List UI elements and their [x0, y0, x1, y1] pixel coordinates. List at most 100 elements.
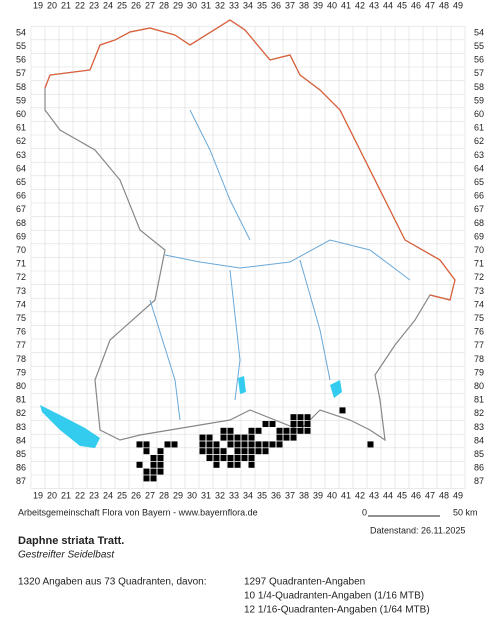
column-label: 28 [159, 490, 169, 500]
occurrence-square [206, 441, 213, 448]
row-label: 87 [16, 476, 26, 486]
occurrence-square [150, 461, 157, 468]
occurrence-square [262, 441, 269, 448]
grid-labels: 19 19 20 20 21 21 22 22 23 23 24 24 25 25 26 26 27 27 28 28… [16, 0, 484, 500]
occurrence-square [150, 468, 157, 475]
occurrences [136, 407, 374, 482]
row-label: 80 [474, 381, 484, 391]
occurrence-square [276, 441, 283, 448]
occurrence-square [269, 441, 276, 448]
occurrence-square [297, 414, 304, 421]
row-label: 59 [16, 95, 26, 105]
row-label: 76 [474, 327, 484, 337]
row-label: 86 [474, 463, 484, 473]
occurrence-square [241, 448, 248, 455]
grid [30, 25, 466, 489]
row-label: 75 [16, 313, 26, 323]
row-label: 66 [16, 191, 26, 201]
row-label: 54 [16, 27, 26, 37]
occurrence-square [241, 441, 248, 448]
row-label: 83 [16, 422, 26, 432]
occurrence-square [276, 427, 283, 434]
row-label: 70 [474, 245, 484, 255]
column-label: 45 [397, 0, 407, 10]
row-label: 73 [16, 286, 26, 296]
species-common: Gestreifter Seidelbast [18, 550, 115, 561]
row-label: 59 [474, 95, 484, 105]
row-label: 64 [16, 163, 26, 173]
column-label: 48 [439, 0, 449, 10]
occurrence-square [213, 461, 220, 468]
row-label: 67 [16, 204, 26, 214]
row-label: 78 [474, 354, 484, 364]
occurrence-square [143, 448, 150, 455]
row-label: 85 [474, 449, 484, 459]
occurrence-square [304, 414, 311, 421]
row-label: 81 [16, 395, 26, 405]
row-label: 83 [474, 422, 484, 432]
occurrence-square [136, 461, 143, 468]
row-label: 61 [474, 123, 484, 133]
column-label: 41 [341, 490, 351, 500]
column-label: 24 [103, 0, 113, 10]
column-label: 25 [117, 490, 127, 500]
occurrence-square [227, 427, 234, 434]
occurrence-square [367, 441, 374, 448]
occurrence-square [269, 421, 276, 427]
column-label: 37 [285, 490, 295, 500]
occurrence-square [290, 421, 297, 427]
column-label: 44 [383, 0, 393, 10]
occurrence-square [248, 448, 255, 455]
lake [238, 376, 342, 398]
column-label: 26 [131, 490, 141, 500]
occurrence-square [213, 441, 220, 448]
occurrence-square [234, 434, 241, 441]
occurrence-square [248, 441, 255, 448]
occurrence-square [199, 434, 206, 441]
row-label: 65 [16, 177, 26, 187]
row-label: 76 [16, 327, 26, 337]
occurrence-square [220, 448, 227, 455]
occurrence-square [297, 421, 304, 427]
occurrence-square [304, 427, 311, 434]
column-label: 40 [327, 0, 337, 10]
row-label: 56 [16, 55, 26, 65]
occurrence-square [227, 434, 234, 441]
column-label: 45 [397, 490, 407, 500]
column-label: 31 [201, 490, 211, 500]
credit: Arbeitsgemeinschaft Flora von Bayern - w… [18, 507, 258, 517]
column-label: 33 [229, 490, 239, 500]
column-label: 25 [117, 0, 127, 10]
column-label: 29 [173, 0, 183, 10]
column-label: 41 [341, 0, 351, 10]
row-label: 66 [474, 191, 484, 201]
column-label: 34 [243, 0, 253, 10]
row-label: 79 [474, 367, 484, 377]
row-label: 73 [474, 286, 484, 296]
row-label: 55 [16, 41, 26, 51]
column-label: 32 [215, 490, 225, 500]
column-label: 34 [243, 490, 253, 500]
column-label: 20 [47, 490, 57, 500]
row-label: 86 [16, 463, 26, 473]
row-label: 63 [474, 150, 484, 160]
row-label: 68 [474, 218, 484, 228]
occurrence-square [255, 441, 262, 448]
occurrence-square [255, 448, 262, 455]
occurrence-square [290, 427, 297, 434]
row-label: 69 [16, 231, 26, 241]
occurrence-square [248, 427, 255, 434]
column-label: 47 [425, 0, 435, 10]
row-label: 84 [16, 435, 26, 445]
column-label: 36 [271, 0, 281, 10]
occurrence-square [213, 455, 220, 461]
row-label: 60 [16, 109, 26, 119]
column-label: 30 [187, 0, 197, 10]
occurrence-square [304, 421, 311, 427]
column-label: 33 [229, 0, 239, 10]
scale-start: 0 [362, 507, 367, 517]
column-label: 47 [425, 490, 435, 500]
row-label: 82 [474, 408, 484, 418]
row-label: 84 [474, 435, 484, 445]
